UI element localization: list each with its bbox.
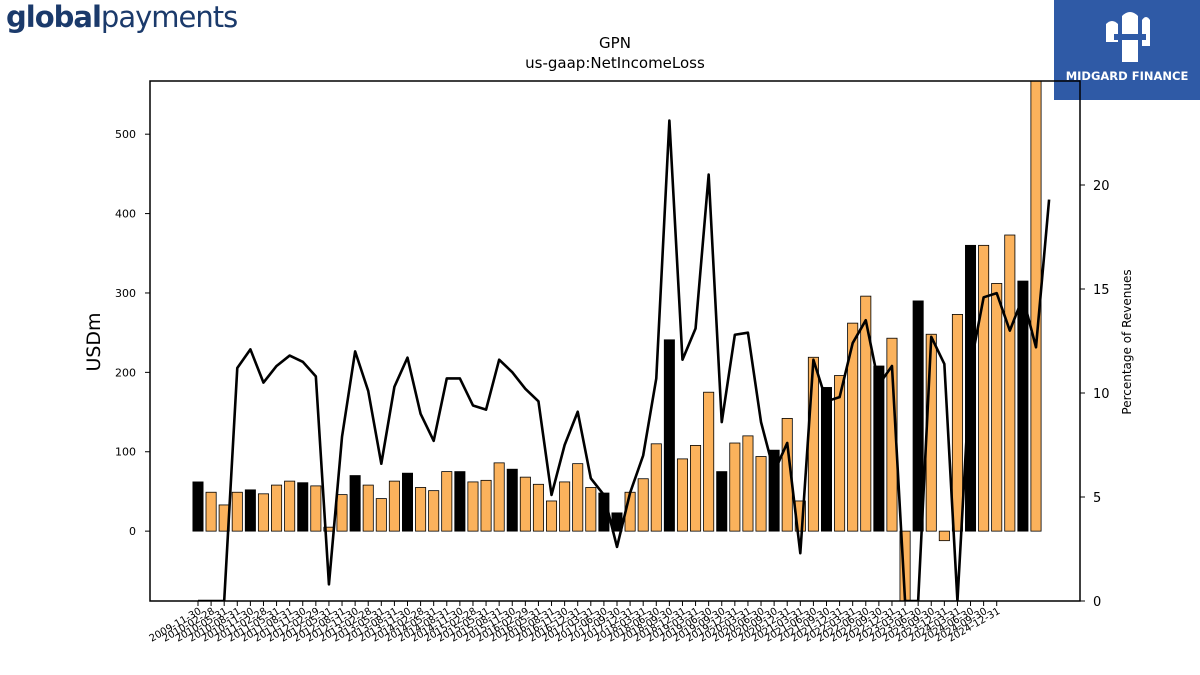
bar [1030,81,1042,532]
y2-tick-label: 0 [1093,595,1101,610]
globalpayments-logo: globalpayments [6,0,238,34]
midgard-finance-logo: MIDGARD FINANCE [1054,0,1200,100]
bar [742,435,754,532]
bar [415,487,427,532]
bar [781,417,793,532]
bar [231,491,243,532]
bar [690,444,702,532]
bar [716,471,728,532]
y2-tick-label: 5 [1093,491,1101,506]
bar [755,456,767,532]
bar [873,365,885,532]
bar [663,339,675,532]
bar [271,484,283,532]
bar [336,494,348,532]
bar [703,391,715,532]
bar [847,322,859,532]
y-tick-label: 100 [115,446,136,459]
bar [284,480,296,532]
bar [375,498,387,532]
y-axis-label: USDm [83,312,105,371]
bar [768,449,780,532]
bar [899,530,911,601]
bar [493,462,505,532]
bar [441,471,453,532]
bar [388,480,400,532]
y-tick-label: 400 [115,208,136,221]
bar [401,472,414,532]
bar [349,475,361,532]
bar [205,491,217,532]
bar [428,490,440,532]
bar [650,443,662,532]
bar [519,476,531,532]
y-tick-label: 300 [115,287,136,300]
bar [585,487,597,532]
bar [676,458,688,532]
y-tick-label: 0 [129,525,136,538]
bar [729,442,741,532]
y-tick-label: 200 [115,366,136,379]
bar [559,481,571,532]
bar [860,295,872,532]
chart-title: GPN [599,34,631,52]
bar [546,500,558,532]
bar [951,313,963,532]
percentage-line [198,119,1051,601]
bar [192,481,204,532]
bar [310,485,322,532]
bar [506,468,518,532]
bar [820,387,833,532]
bar [1004,234,1016,532]
bar [297,482,309,532]
bar [834,375,846,532]
svg-text:MIDGARD FINANCE: MIDGARD FINANCE [1066,69,1189,83]
chart-subtitle: us-gaap:NetIncomeLoss [525,54,705,72]
bar [244,489,256,532]
bar [991,283,1003,532]
bar [1017,280,1029,532]
line-series [198,119,1051,601]
bar [978,244,990,532]
bar [480,479,492,532]
y2-tick-label: 20 [1093,179,1110,194]
bar [637,478,649,532]
bar [807,356,819,532]
bar [532,483,544,532]
bar [454,471,466,532]
bar [257,493,269,532]
bar [938,530,950,542]
y-tick-label: 500 [115,128,136,141]
y2-axis-label: Percentage of Revenues [1120,269,1134,414]
bar [362,484,374,532]
bar [912,300,924,532]
bar [572,463,584,532]
bar [467,481,479,532]
bar-series [192,81,1042,601]
y2-tick-label: 10 [1093,387,1110,402]
plot-frame [149,80,1081,602]
y2-tick-label: 15 [1093,283,1110,298]
